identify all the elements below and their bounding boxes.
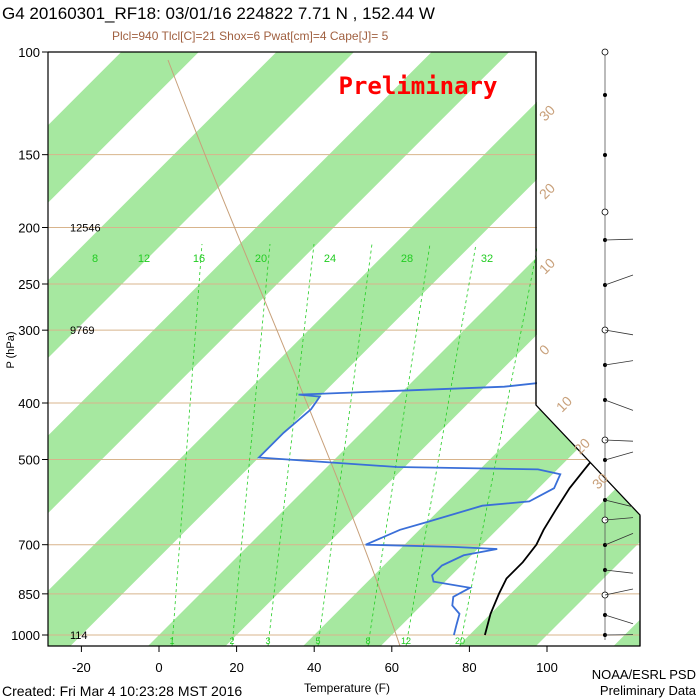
- mixing-ratio-label: 8: [92, 253, 98, 265]
- wind-barb: [604, 274, 634, 286]
- y-tick-label: 850: [18, 587, 40, 602]
- wind-barbs: [601, 48, 634, 640]
- y-tick-label: 700: [18, 538, 40, 553]
- mixing-ratio-label: 16: [193, 253, 205, 265]
- isotherm-stripe: [458, 464, 640, 646]
- mixing-ratio-label: 20: [255, 253, 267, 265]
- mixing-ratio-line: [317, 243, 373, 646]
- barb-point: [603, 152, 608, 157]
- mixing-ratio-line: [405, 243, 477, 646]
- x-tick-label: 40: [307, 660, 321, 675]
- height-label: 12546: [70, 223, 101, 235]
- mixing-ratio-label-bottom: 3: [265, 636, 270, 646]
- y-tick-label: 300: [18, 323, 40, 338]
- barb-point: [601, 208, 609, 216]
- wind-barb: [604, 360, 634, 366]
- wind-barb: [604, 399, 634, 411]
- barb-point: [601, 48, 609, 56]
- right-mask: [537, 52, 700, 700]
- chart-title: G4 20160301_RF18: 03/01/16 224822 7.71 N…: [2, 4, 435, 23]
- mixing-ratio-label-bottom: 2: [229, 636, 234, 646]
- isotherm-stripe: [148, 154, 640, 646]
- mixing-ratio-label-bottom: 20: [455, 636, 465, 646]
- height-label: 114: [70, 630, 88, 642]
- wind-barb: [604, 614, 634, 625]
- wind-barb: [604, 517, 634, 521]
- x-tick-label: 80: [462, 660, 476, 675]
- y-tick-label: 400: [18, 396, 40, 411]
- mixing-ratio-label: 12: [138, 253, 150, 265]
- wind-barb: [604, 499, 634, 508]
- preliminary-stamp: Preliminary: [339, 72, 498, 100]
- sounding-parameters: Plcl=940 Tlcl[C]=21 Shox=6 Pwat[cm]=4 Ca…: [112, 29, 389, 43]
- mixing-ratio-label: 24: [324, 253, 336, 265]
- height-label: 9769: [70, 325, 94, 337]
- preliminary-data-label: Preliminary Data: [599, 683, 696, 698]
- mixing-ratio-line: [459, 243, 539, 646]
- y-tick-label: 250: [18, 277, 40, 292]
- mixing-ratio-label-bottom: 5: [315, 636, 320, 646]
- isotherm-stripe: [303, 309, 640, 646]
- isotherm-stripe: [48, 52, 640, 646]
- y-tick-label: 500: [18, 452, 40, 467]
- x-tick-label: 100: [536, 660, 558, 675]
- wind-barb: [604, 588, 634, 596]
- x-axis-title: Temperature (F): [304, 681, 390, 695]
- dry-adiabat-line: [167, 59, 401, 646]
- mixing-ratio-label-bottom: 1: [169, 636, 174, 646]
- org-label: NOAA/ESRL PSD: [591, 667, 696, 682]
- x-tick-label: 60: [385, 660, 399, 675]
- wind-barb: [604, 569, 634, 574]
- isotherm-stripe: [48, 52, 354, 359]
- mixing-ratio-line: [367, 243, 431, 646]
- y-tick-label: 100: [18, 45, 40, 60]
- isotherm-stripe: [48, 52, 510, 514]
- x-tick-label: 0: [155, 660, 162, 675]
- y-axis-title: P (hPa): [5, 331, 17, 368]
- y-tick-label: 1000: [11, 628, 40, 643]
- x-tick-label: -20: [72, 660, 91, 675]
- y-tick-label: 200: [18, 221, 40, 236]
- mixing-ratio-label-bottom: 8: [365, 636, 370, 646]
- y-tick-label: 150: [18, 148, 40, 163]
- isotherm-stripe: [48, 52, 199, 203]
- mixing-ratio-label-bottom: 12: [401, 636, 411, 646]
- mixing-ratio-line: [171, 243, 203, 646]
- mixing-ratio-label: 28: [401, 253, 413, 265]
- wind-barb: [604, 533, 634, 546]
- isotherm-stripe: [613, 619, 640, 646]
- x-tick-label: 20: [229, 660, 243, 675]
- mixing-ratio-label: 32: [481, 253, 493, 265]
- plot-frame-right: [535, 52, 641, 646]
- created-timestamp: Created: Fri Mar 4 10:23:28 MST 2016: [2, 683, 243, 699]
- mixing-ratio-line: [231, 243, 271, 646]
- mixing-ratio-line: [267, 243, 315, 646]
- wind-barb: [604, 451, 634, 461]
- wind-barb: [604, 329, 634, 336]
- wind-barb: [604, 238, 634, 241]
- barb-point: [603, 93, 608, 98]
- wind-barb: [604, 439, 634, 442]
